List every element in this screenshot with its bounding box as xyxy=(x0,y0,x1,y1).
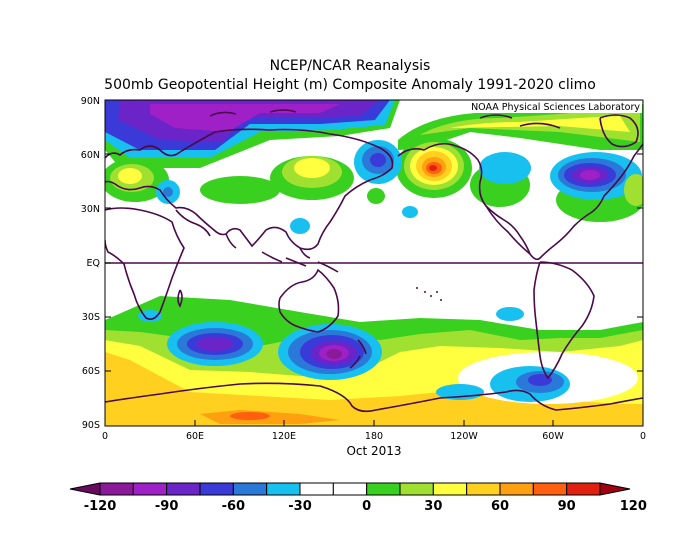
coastline xyxy=(349,339,367,369)
date-label: Oct 2013 xyxy=(346,444,401,458)
lon-label: 180 xyxy=(365,431,383,442)
coastline xyxy=(533,261,595,380)
coastline xyxy=(261,247,339,273)
coastline xyxy=(105,382,643,413)
anomaly-fields xyxy=(105,100,643,426)
colorbar-segment xyxy=(332,482,368,496)
colorbar-segment xyxy=(166,482,201,496)
longitude-labels: 0 60E 120E 180 120W 60W 0 xyxy=(102,431,646,442)
colorbar-segment xyxy=(499,482,534,496)
colorbar-segment xyxy=(399,482,434,496)
latitude-ticks xyxy=(105,153,643,372)
colorbar-label: 120 xyxy=(620,499,647,514)
colorbar-label: 60 xyxy=(491,499,509,514)
colorbar: -120 -90 -60 -30 0 30 60 90 120 xyxy=(69,482,647,514)
coastline xyxy=(105,128,394,251)
lat-label: 60S xyxy=(82,366,100,377)
colorbar-segment xyxy=(232,482,268,496)
anomaly-field xyxy=(118,168,142,184)
coastline xyxy=(416,287,442,301)
anomaly-field xyxy=(580,170,600,180)
coastline xyxy=(278,268,340,333)
colorbar-label: -30 xyxy=(288,499,312,514)
anomaly-field xyxy=(402,206,418,218)
coastline xyxy=(177,289,183,308)
coastline xyxy=(175,209,237,249)
longitude-ticks xyxy=(194,420,554,426)
coastline xyxy=(105,207,185,320)
anomaly-field xyxy=(370,153,386,167)
lon-label: 0 xyxy=(102,431,108,442)
anomaly-field xyxy=(496,307,524,321)
credit-text: NOAA Physical Sciences Laboratory xyxy=(471,102,640,113)
lon-label: 60W xyxy=(542,431,564,442)
anomaly-field xyxy=(290,218,310,234)
lat-label: 30N xyxy=(81,204,100,215)
colorbar-label: -60 xyxy=(222,499,246,514)
colorbar-arrow-high xyxy=(599,482,631,496)
colorbar-segment xyxy=(132,482,168,496)
colorbar-segment xyxy=(266,482,301,496)
chart-title: NCEP/NCAR Reanalysis xyxy=(269,58,431,74)
coastline xyxy=(209,109,561,129)
lon-label: 120E xyxy=(272,431,296,442)
colorbar-segment xyxy=(532,482,568,496)
anomaly-field xyxy=(105,352,643,426)
colorbar-segment xyxy=(466,482,501,496)
chart-subtitle: 500mb Geopotential Height (m) Composite … xyxy=(104,77,596,93)
colorbar-segment xyxy=(99,482,134,496)
anomaly-field xyxy=(138,310,162,322)
credit-box xyxy=(458,101,642,113)
lat-label: EQ xyxy=(87,258,100,269)
anomaly-field xyxy=(528,374,552,386)
colorbar-segment xyxy=(432,482,468,496)
coastline xyxy=(599,114,639,148)
colorbar-arrow-low xyxy=(69,482,101,496)
lon-label: 0 xyxy=(640,431,646,442)
anomaly-field xyxy=(479,152,531,184)
latitude-labels: 90N 60N 30N EQ 30S 60S 90S xyxy=(81,96,100,431)
colorbar-segment xyxy=(299,482,334,496)
coastlines xyxy=(105,109,643,413)
lat-label: 30S xyxy=(82,312,100,323)
lat-label: 90N xyxy=(81,96,100,107)
anomaly-field xyxy=(624,174,643,206)
colorbar-label: -120 xyxy=(84,499,117,514)
lat-label: 60N xyxy=(81,150,100,161)
colorbar-label: 90 xyxy=(558,499,576,514)
colorbar-segment xyxy=(566,482,601,496)
colorbar-segment xyxy=(366,482,401,496)
anomaly-field xyxy=(200,176,280,204)
lon-label: 120W xyxy=(450,431,478,442)
anomaly-field xyxy=(326,349,342,359)
anomaly-field xyxy=(367,188,385,204)
colorbar-segment xyxy=(199,482,234,496)
colorbar-label: 0 xyxy=(362,499,371,514)
lat-label: 90S xyxy=(82,420,100,431)
colorbar-label: -90 xyxy=(155,499,179,514)
anomaly-field xyxy=(294,158,330,178)
colorbar-label: 30 xyxy=(424,499,442,514)
anomaly-field xyxy=(230,412,270,420)
lon-label: 60E xyxy=(186,431,204,442)
anomaly-field xyxy=(197,337,233,351)
anomaly-field xyxy=(429,165,437,171)
coastline xyxy=(485,205,531,255)
anomaly-field xyxy=(163,187,173,197)
